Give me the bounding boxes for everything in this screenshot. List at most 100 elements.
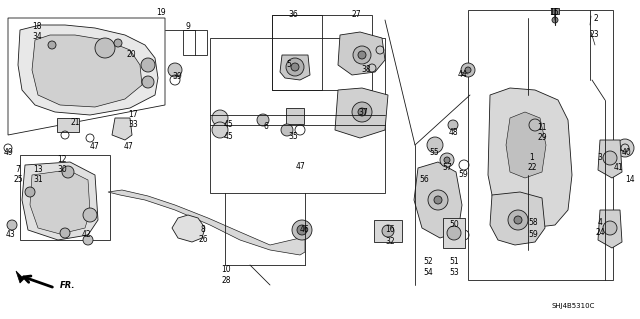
Text: 27: 27 [351,10,361,19]
Text: 38: 38 [361,65,371,74]
Bar [286,108,304,124]
Circle shape [514,216,522,224]
Circle shape [7,220,17,230]
Text: 49: 49 [4,148,14,157]
Text: 9: 9 [186,22,191,31]
Polygon shape [335,88,388,138]
Text: 14: 14 [625,175,635,184]
Bar [468,10,613,280]
Circle shape [62,166,74,178]
Bar [20,155,110,240]
Circle shape [440,153,454,167]
Circle shape [353,46,371,64]
Text: 11: 11 [537,123,547,132]
Text: 29: 29 [537,133,547,142]
Text: 1: 1 [530,153,534,162]
Polygon shape [490,192,545,245]
Circle shape [382,225,394,237]
Text: 51: 51 [449,257,459,266]
Circle shape [286,58,304,76]
Text: 10: 10 [221,265,231,274]
Text: 43: 43 [5,230,15,239]
Text: 6: 6 [264,122,268,131]
Polygon shape [488,88,572,228]
Circle shape [141,58,155,72]
Text: 45: 45 [223,132,233,141]
Polygon shape [338,32,385,75]
Circle shape [48,41,56,49]
Polygon shape [598,140,622,178]
Circle shape [552,17,558,23]
Text: 53: 53 [449,268,459,277]
Polygon shape [22,162,98,240]
Circle shape [517,137,533,153]
Text: 3: 3 [598,153,602,162]
Text: 47: 47 [295,162,305,171]
Text: 25: 25 [13,175,23,184]
Text: 30: 30 [57,165,67,174]
Text: 20: 20 [126,50,136,59]
Circle shape [603,151,617,165]
Text: 47: 47 [124,142,134,151]
Polygon shape [172,215,205,242]
Text: 16: 16 [385,225,395,234]
Circle shape [444,157,450,163]
Circle shape [465,67,471,73]
Bar [443,218,465,248]
Text: 55: 55 [429,148,439,157]
Circle shape [434,196,442,204]
Circle shape [603,221,617,235]
Text: 41: 41 [613,163,623,172]
Text: 59: 59 [458,170,468,179]
Circle shape [427,137,443,153]
Circle shape [428,190,448,210]
Text: 18: 18 [32,22,42,31]
Circle shape [461,63,475,77]
Text: 48: 48 [448,128,458,137]
Text: 56: 56 [419,175,429,184]
Text: 37: 37 [358,108,368,117]
Text: 7: 7 [15,165,20,174]
Text: 22: 22 [527,163,537,172]
Text: 13: 13 [33,165,43,174]
Text: 8: 8 [200,225,205,234]
Text: 31: 31 [33,175,43,184]
Circle shape [507,127,543,163]
Circle shape [616,139,634,157]
Polygon shape [18,25,158,115]
Text: 33: 33 [128,120,138,129]
Circle shape [95,38,115,58]
Polygon shape [30,170,90,234]
Text: 45: 45 [223,120,233,129]
Circle shape [281,124,293,136]
Polygon shape [108,190,305,255]
Text: 39: 39 [172,72,182,81]
Circle shape [83,208,97,222]
Text: 57: 57 [442,163,452,172]
Circle shape [212,110,228,126]
Text: 42: 42 [81,230,91,239]
Circle shape [358,108,366,116]
Circle shape [168,63,182,77]
Circle shape [25,187,35,197]
Text: 4: 4 [598,218,602,227]
Circle shape [114,39,122,47]
Text: 46: 46 [300,225,310,234]
Circle shape [292,220,312,240]
Text: SHJ4B5310C: SHJ4B5310C [551,303,595,309]
Circle shape [352,102,372,122]
Bar [374,220,402,242]
Polygon shape [506,112,546,178]
Text: 19: 19 [156,8,166,17]
Circle shape [529,119,541,131]
Text: 28: 28 [221,276,231,285]
Text: 35: 35 [288,132,298,141]
Text: 50: 50 [449,220,459,229]
Text: 32: 32 [385,237,395,246]
Text: 36: 36 [288,10,298,19]
Circle shape [508,210,528,230]
Polygon shape [280,55,310,80]
Text: 59: 59 [528,230,538,239]
Circle shape [60,228,70,238]
Circle shape [448,120,458,130]
